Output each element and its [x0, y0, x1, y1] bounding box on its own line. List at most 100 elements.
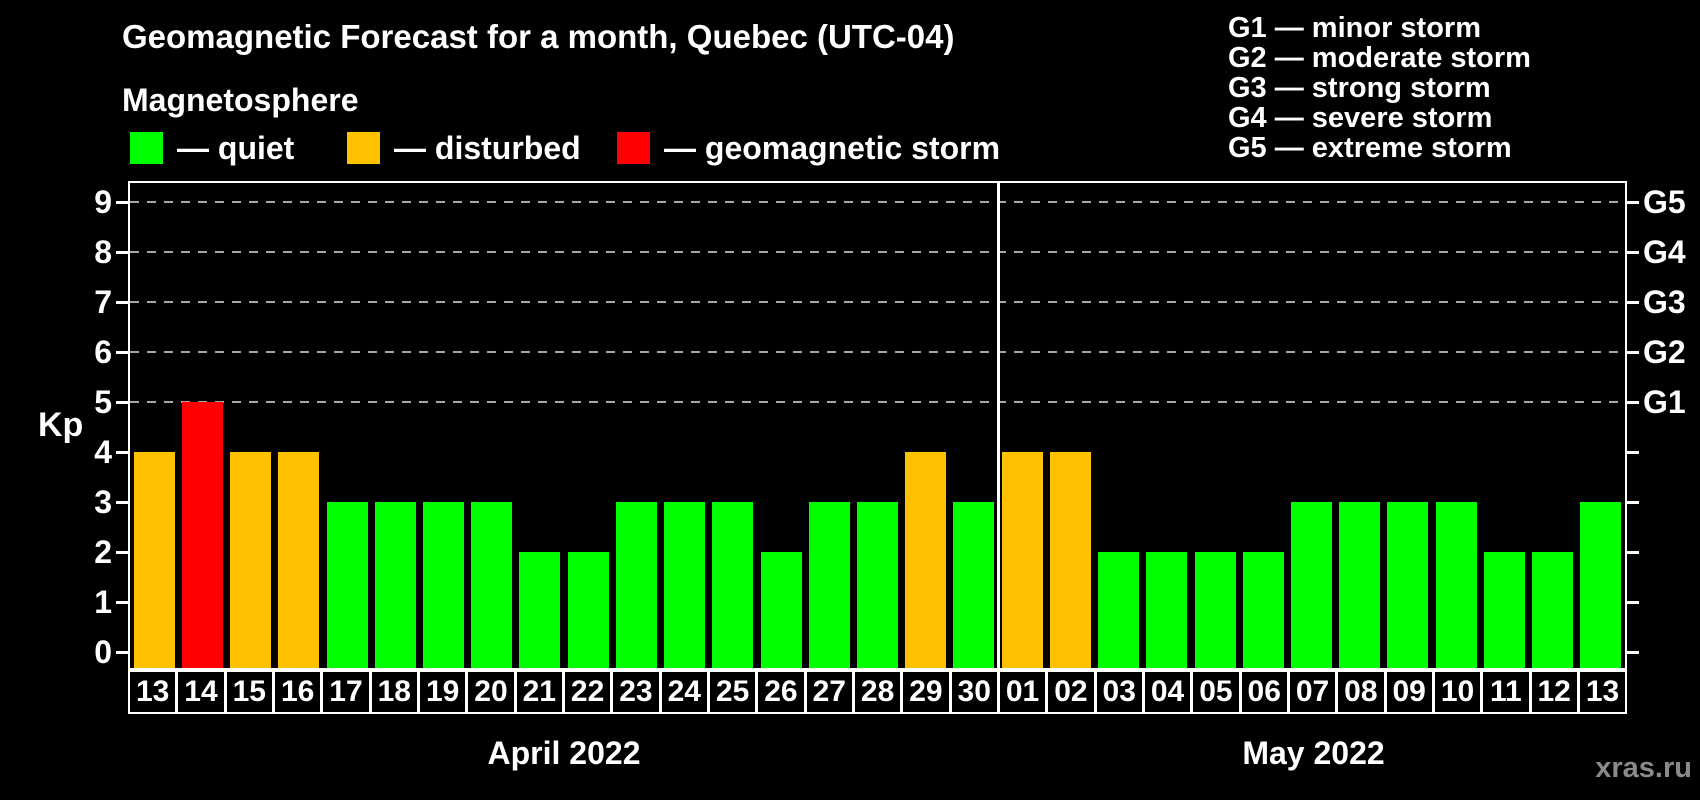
kp-bar-day-27: [809, 502, 850, 668]
day-tick-label: 02: [1048, 672, 1094, 712]
kp-bar-day-09: [1387, 502, 1428, 668]
day-tick-label: 19: [419, 672, 466, 712]
day-tick-label: 23: [613, 672, 659, 712]
y-tick-label-6: 6: [94, 334, 112, 370]
right-axis-label-g3: G3: [1643, 284, 1686, 320]
day-tick-label: 25: [709, 672, 756, 712]
left-axis-tick: [116, 351, 130, 354]
day-tick-label: 13: [1579, 672, 1626, 712]
day-tick-label: 22: [564, 672, 611, 712]
plot-area: [128, 181, 1627, 670]
right-axis-label-g5: G5: [1643, 184, 1686, 220]
kp-bar-day-03: [1098, 552, 1139, 668]
gridline-kp7: [130, 301, 1625, 303]
quiet-color-swatch: [130, 132, 163, 164]
day-tick-label: 28: [854, 672, 901, 712]
left-axis-tick: [116, 551, 130, 554]
right-axis-tick: [1625, 601, 1639, 604]
right-axis-tick: [1625, 351, 1639, 354]
kp-bar-day-22: [568, 552, 609, 668]
y-tick-label-4: 4: [94, 434, 112, 470]
day-tick-label: 01: [999, 672, 1046, 712]
kp-bar-day-11: [1484, 552, 1525, 668]
day-tick-label: 08: [1338, 672, 1384, 712]
day-tick-label: 29: [903, 672, 949, 712]
y-tick-label-1: 1: [94, 584, 112, 620]
g4-legend-line: G4 — severe storm: [1228, 102, 1493, 134]
disturbed-color-swatch: [347, 132, 380, 164]
y-tick-label-0: 0: [94, 634, 112, 670]
legend-label-storm: — geomagnetic storm: [664, 129, 1001, 166]
kp-bar-day-08: [1339, 502, 1380, 668]
left-axis-tick: [116, 301, 130, 304]
kp-bar-day-21: [519, 552, 560, 668]
day-tick-label: 07: [1289, 672, 1336, 712]
right-axis-tick: [1625, 451, 1639, 454]
right-axis-label-g1: G1: [1643, 384, 1686, 420]
day-tick-label: 21: [516, 672, 562, 712]
day-tick-label: 26: [758, 672, 804, 712]
legend-label-disturbed: — disturbed: [394, 129, 581, 166]
day-tick-label: 06: [1241, 672, 1287, 712]
day-tick-label: 03: [1096, 672, 1142, 712]
kp-bar-day-07: [1291, 502, 1332, 668]
g3-legend-line: G3 — strong storm: [1228, 72, 1491, 104]
right-axis-label-g4: G4: [1643, 234, 1686, 270]
y-tick-label-7: 7: [94, 284, 112, 320]
kp-bar-day-02: [1050, 452, 1091, 668]
kp-bar-day-25: [712, 502, 753, 668]
watermark: xras.ru: [1595, 752, 1692, 784]
day-axis: 13 14 15 16 17 18 19 20 21 22 23 24 25 26 27 28 29 30 01 02…: [128, 670, 1627, 714]
day-tick-label: 30: [951, 672, 997, 712]
kp-bar-day-13: [1580, 502, 1621, 668]
left-axis-tick: [116, 201, 130, 204]
day-tick-label: 16: [274, 672, 321, 712]
subtitle-magnetosphere: Magnetosphere: [122, 82, 359, 118]
right-axis-tick: [1625, 401, 1639, 404]
kp-bar-day-28: [857, 502, 898, 668]
right-axis-tick: [1625, 251, 1639, 254]
day-tick-label: 17: [323, 672, 369, 712]
left-axis-tick: [116, 401, 130, 404]
kp-bar-day-23: [616, 502, 657, 668]
legend-item-quiet: — quiet: [130, 130, 294, 166]
kp-bar-day-19: [423, 502, 464, 668]
legend-item-storm: — geomagnetic storm: [617, 130, 1000, 166]
day-tick-label: 11: [1483, 672, 1529, 712]
left-axis-tick: [116, 651, 130, 654]
kp-bar-day-14: [182, 402, 223, 668]
kp-bar-day-13: [134, 452, 175, 668]
gridline-kp8: [130, 251, 1625, 253]
g1-legend-line: G1 — minor storm: [1228, 12, 1481, 44]
day-tick-label: 12: [1531, 672, 1577, 712]
kp-bar-day-20: [471, 502, 512, 668]
gridline-kp5: [130, 401, 1625, 403]
kp-bar-day-18: [375, 502, 416, 668]
y-tick-label-9: 9: [94, 184, 112, 220]
kp-bar-day-30: [953, 502, 994, 668]
kp-bar-day-17: [327, 502, 368, 668]
day-tick-label: 20: [468, 672, 514, 712]
kp-bar-day-15: [230, 452, 271, 668]
g2-legend-line: G2 — moderate storm: [1228, 42, 1531, 74]
day-tick-label: 09: [1386, 672, 1432, 712]
left-axis-tick: [116, 451, 130, 454]
kp-bar-day-29: [905, 452, 946, 668]
day-tick-label: 05: [1193, 672, 1239, 712]
legend-label-quiet: — quiet: [177, 129, 295, 166]
g-scale-legend: G1 — minor storm G2 — moderate storm G3 …: [1228, 13, 1531, 163]
kp-bar-day-24: [664, 502, 705, 668]
kp-bar-day-04: [1146, 552, 1187, 668]
gridline-kp9: [130, 201, 1625, 203]
right-axis-tick: [1625, 651, 1639, 654]
day-tick-label: 18: [371, 672, 417, 712]
kp-bar-day-26: [761, 552, 802, 668]
month-label-may: May 2022: [1242, 735, 1385, 771]
kp-bar-day-12: [1532, 552, 1573, 668]
y-axis-title: Kp: [38, 406, 84, 444]
right-axis-tick: [1625, 551, 1639, 554]
legend-item-disturbed: — disturbed: [347, 130, 581, 166]
right-axis-tick: [1625, 201, 1639, 204]
left-axis-tick: [116, 601, 130, 604]
